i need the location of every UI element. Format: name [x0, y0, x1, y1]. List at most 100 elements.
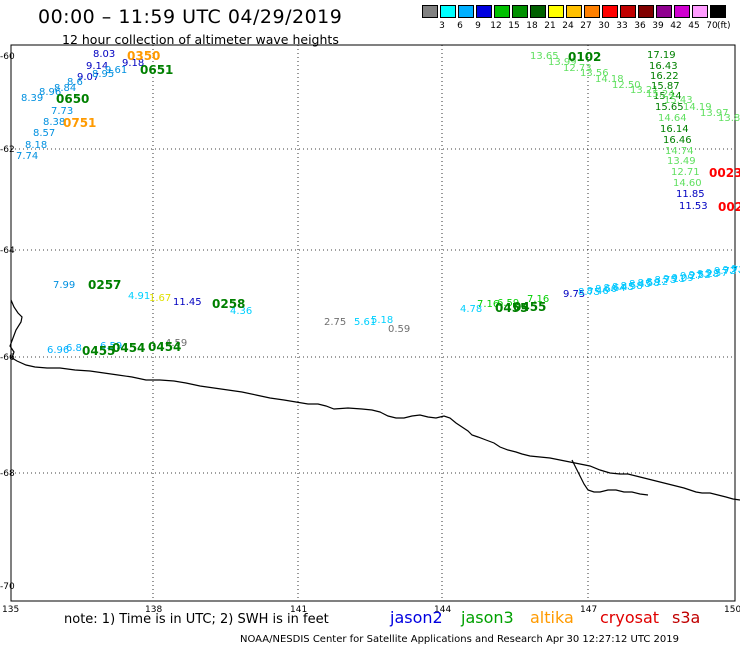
swh-label: 0.59: [388, 324, 411, 335]
footnote: note: 1) Time is in UTC; 2) SWH is in fe…: [64, 612, 329, 627]
swh-label: 8.39: [21, 93, 44, 104]
swh-label: 13.99: [548, 57, 577, 68]
legend-label: 12: [490, 21, 502, 31]
swh-label: 12.73: [563, 63, 592, 74]
swh-label: 7.74: [16, 151, 39, 162]
time-label: 0651: [140, 63, 174, 77]
swh-label: 11.85: [676, 189, 705, 200]
swh-label: 7.73: [51, 106, 74, 117]
swh-label: 1.67: [149, 293, 172, 304]
antarctic-coastline: [9, 299, 740, 501]
sat-legend-jason3: jason3: [461, 608, 514, 627]
swh-label: 14.74: [665, 146, 694, 157]
time-label: 0102: [568, 50, 602, 64]
swh-label: 8.18: [25, 140, 48, 151]
legend-swatch: [602, 5, 618, 18]
swh-label: 15.87: [651, 81, 680, 92]
legend-swatch: [548, 5, 564, 18]
swh-label: 16.46: [663, 135, 692, 146]
legend-unit: (ft): [717, 21, 731, 31]
swh-label: 8.75: [654, 275, 677, 287]
legend-swatch: [512, 5, 528, 18]
swh-label: 6.59: [497, 298, 520, 309]
legend-label: 42: [670, 21, 682, 31]
swh-label: 15.24: [653, 91, 682, 102]
swh-label: 6.8: [66, 343, 82, 354]
swh-label: 14.19: [683, 102, 712, 113]
swh-label: 9.07: [77, 72, 100, 83]
lat-label-60: -60: [0, 52, 15, 62]
swh-label: 8.60: [595, 284, 618, 296]
swh-label: 14.18: [595, 74, 624, 85]
lat-label-62: -62: [0, 145, 15, 155]
swh-label: 9.14: [86, 61, 109, 72]
swh-label: 15.24: [646, 89, 675, 100]
legend-swatch: [710, 5, 726, 18]
swh-label: 4.36: [230, 306, 253, 317]
swh-label: 9.18: [122, 58, 145, 69]
legend-swatch: [656, 5, 672, 18]
legend-swatch: [566, 5, 582, 18]
swh-label: 13.65: [530, 51, 559, 62]
time-label: 0257: [88, 278, 122, 292]
swh-label: 13.49: [667, 156, 696, 167]
sat-legend-jason2: jason2: [390, 608, 443, 627]
swh-label: 8.64: [603, 283, 626, 295]
legend-swatch: [674, 5, 690, 18]
swh-label: 4.78: [460, 304, 483, 315]
swh-label: 8.58: [620, 280, 643, 292]
legend-swatch: [638, 5, 654, 18]
swh-label: 8.46: [586, 285, 609, 297]
time-label: 0751: [63, 116, 97, 130]
swh-label: 13.56: [580, 68, 609, 79]
swh-label: 7.99: [53, 280, 76, 291]
swh-label: 8.38: [43, 117, 66, 128]
legend-label: 3: [439, 21, 445, 31]
time-label: 0455: [495, 301, 529, 315]
lat-label-66: -66: [0, 353, 15, 363]
legend-swatch: [422, 5, 438, 18]
time-label: 0454: [112, 341, 146, 355]
swh-label: 15.43: [664, 95, 693, 106]
swh-label: 13.21: [630, 85, 659, 96]
lon-label-138: 138: [145, 605, 163, 615]
legend-swatch: [692, 5, 708, 18]
swh-label: 5.18: [371, 315, 394, 326]
legend-swatch: [476, 5, 492, 18]
swh-label: 4.59: [165, 338, 188, 349]
swh-label: 14.60: [673, 178, 702, 189]
swh-label: 16.22: [650, 71, 679, 82]
lon-label-150: 150: [724, 605, 740, 615]
swh-label: 15.65: [655, 102, 684, 113]
legend-swatch: [494, 5, 510, 18]
swh-label: 8.96: [39, 87, 62, 98]
time-label: 0650: [56, 92, 90, 106]
swh-label: 9.27: [680, 271, 703, 283]
sat-legend-s3a: s3a: [672, 608, 701, 627]
legend-label: 45: [688, 21, 700, 31]
swh-label: 9.72: [731, 263, 740, 275]
legend-label: 24: [562, 21, 574, 31]
swh-label: 8.57: [33, 128, 56, 139]
legend-swatch: [458, 5, 474, 18]
swh-label: 8.45: [629, 279, 652, 291]
swh-label: 7.16: [527, 294, 550, 305]
legend-swatch: [584, 5, 600, 18]
swh-label: 8.84: [54, 83, 77, 94]
swh-label: 9.11: [663, 274, 686, 285]
sat-legend-cryosat: cryosat: [600, 608, 660, 627]
swh-label: 9.72: [714, 266, 737, 278]
swh-label: 11.45: [173, 297, 202, 308]
legend-label: 39: [652, 21, 664, 31]
time-label: 0455: [513, 300, 547, 314]
legend-label: 9: [475, 21, 481, 31]
swh-label: 8.45: [612, 281, 635, 293]
legend-label: 33: [616, 21, 628, 31]
plot-frame: [10, 44, 736, 602]
legend-swatch: [620, 5, 636, 18]
legend-label: 36: [634, 21, 646, 31]
swh-label: 9.72: [722, 264, 740, 276]
legend-label: 27: [580, 21, 592, 31]
time-label: 002: [718, 200, 740, 214]
